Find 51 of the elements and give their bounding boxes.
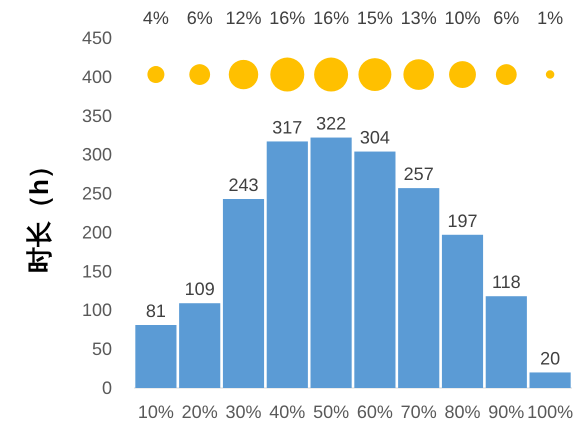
data-label: 15% xyxy=(356,8,393,28)
bar xyxy=(398,188,440,388)
bar xyxy=(354,152,396,388)
data-label: 243 xyxy=(228,175,259,195)
bar xyxy=(530,372,571,388)
data-label: 16% xyxy=(313,8,350,28)
x-tick-label: 20% xyxy=(182,402,218,422)
y-axis-title: 时长（h） xyxy=(24,153,54,273)
x-tick-label: 50% xyxy=(313,402,350,422)
data-label: 13% xyxy=(400,8,437,28)
x-tick-label: 40% xyxy=(269,402,306,422)
data-label: 6% xyxy=(493,8,520,28)
data-label: 81 xyxy=(146,301,166,321)
x-tick-label: 70% xyxy=(400,402,437,422)
y-tick-label: 100 xyxy=(82,300,112,320)
bar xyxy=(266,141,308,388)
y-tick-label: 150 xyxy=(82,261,112,282)
y-tick-label: 350 xyxy=(82,106,112,126)
bar xyxy=(179,303,220,388)
bar xyxy=(135,325,176,388)
x-tick-label: 30% xyxy=(225,402,262,422)
y-tick-label: 200 xyxy=(82,222,112,242)
y-tick-label: 50 xyxy=(92,339,112,360)
data-label: 10% xyxy=(444,8,481,28)
x-tick-label: 90% xyxy=(488,402,524,422)
data-label: 6% xyxy=(186,8,213,28)
data-label: 118 xyxy=(492,272,521,292)
x-tick-label: 10% xyxy=(138,402,174,422)
x-tick-label: 100% xyxy=(527,402,574,422)
x-tick-label: 80% xyxy=(444,402,481,422)
data-label: 257 xyxy=(404,164,434,184)
data-label: 4% xyxy=(142,8,169,28)
bar xyxy=(486,296,527,388)
y-tick-label: 400 xyxy=(82,66,112,87)
bar xyxy=(442,234,484,388)
y-tick-label: 250 xyxy=(82,184,112,204)
bar xyxy=(310,138,352,388)
data-label: 12% xyxy=(225,8,262,28)
data-label: 16% xyxy=(269,8,306,28)
data-label: 20 xyxy=(540,348,560,368)
y-tick-label: 0 xyxy=(102,378,112,398)
data-label: 197 xyxy=(447,210,478,231)
y-tick-label: 450 xyxy=(82,28,112,48)
data-label: 109 xyxy=(184,279,215,300)
y-tick-label: 300 xyxy=(82,144,112,165)
data-label: 322 xyxy=(316,114,346,134)
bar xyxy=(222,199,264,388)
x-tick-label: 60% xyxy=(356,402,393,422)
data-label: 1% xyxy=(537,8,564,28)
data-label: 304 xyxy=(360,128,390,148)
data-label: 317 xyxy=(272,117,302,138)
